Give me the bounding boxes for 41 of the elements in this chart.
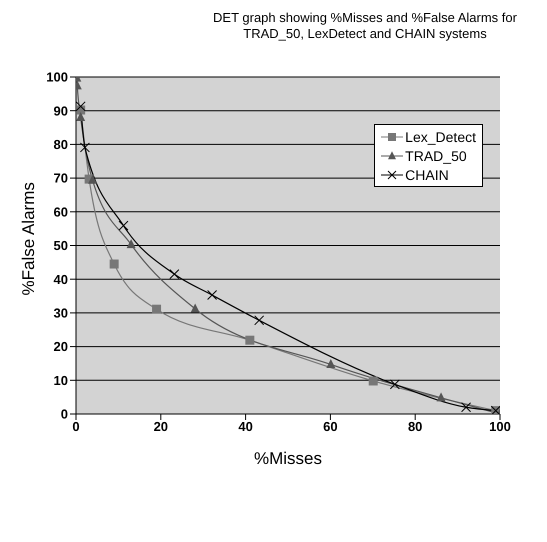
- point: [368, 376, 378, 386]
- point: [110, 260, 119, 269]
- point: [254, 315, 264, 326]
- y-tick-label: 0: [60, 406, 68, 422]
- y-tick-label: 40: [54, 272, 68, 287]
- point: [118, 220, 128, 231]
- point: [152, 304, 162, 314]
- point: [76, 112, 86, 122]
- point: [390, 379, 400, 390]
- x-tick-label: 100: [489, 419, 511, 434]
- point: [326, 359, 336, 368]
- legend-label: Lex_Detect: [405, 128, 476, 144]
- y-axis-title: %False Alarms: [19, 182, 38, 296]
- point: [207, 290, 218, 300]
- x-tick-label: 40: [238, 419, 253, 434]
- point: [76, 101, 86, 112]
- y-tick-label: 10: [54, 372, 68, 388]
- x-tick-label: 80: [408, 419, 422, 434]
- point: [190, 303, 200, 312]
- point: [461, 402, 472, 412]
- y-tick-label: 50: [54, 238, 68, 254]
- point: [436, 392, 446, 402]
- legend-label: CHAIN: [405, 166, 449, 182]
- y-tick-label: 20: [54, 339, 68, 354]
- y-tick-label: 80: [54, 137, 68, 152]
- y-tick-label: 30: [54, 306, 68, 321]
- point: [126, 239, 136, 248]
- point: [169, 269, 180, 280]
- x-axis-title: %Misses: [254, 449, 322, 468]
- point: [80, 142, 90, 152]
- y-tick-label: 100: [46, 70, 68, 85]
- point: [88, 174, 98, 184]
- chart-title: DET graph showing %Misses and %False Alarms for TRAD_50, LexDetect and CHAIN systems: [212, 10, 518, 42]
- y-tick-label: 70: [54, 170, 68, 186]
- x-tick-label: 60: [323, 419, 338, 434]
- y-tick-label: 60: [54, 204, 68, 220]
- point: [245, 336, 254, 345]
- x-tick-label: 20: [154, 419, 168, 434]
- legend-label: TRAD_50: [405, 148, 467, 164]
- y-tick-label: 90: [54, 103, 68, 118]
- x-tick-label: 0: [72, 419, 80, 434]
